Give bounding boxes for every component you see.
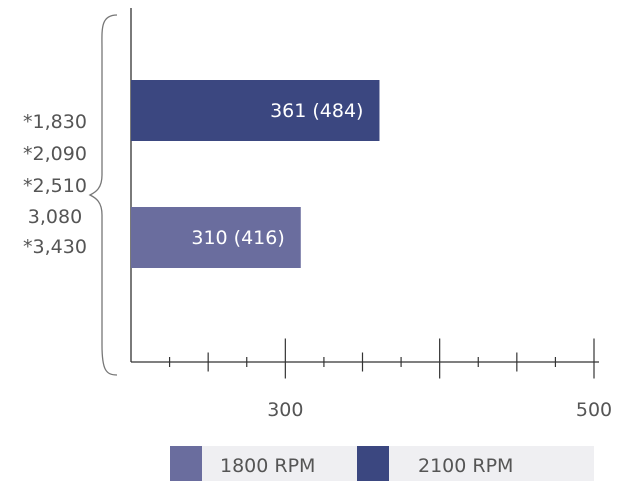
x-tick-label: 500 bbox=[576, 399, 612, 421]
x-tick-label: 300 bbox=[267, 399, 303, 421]
category-label: *2,510 bbox=[23, 175, 87, 197]
bar-1800-rpm bbox=[131, 207, 301, 268]
legend-label-2100-rpm: 2100 RPM bbox=[418, 455, 513, 477]
legend-swatch-2100-rpm bbox=[357, 446, 389, 481]
category-brace bbox=[88, 14, 118, 376]
category-label: *2,090 bbox=[23, 143, 87, 165]
bar-1800-rpm-value-label: 310 (416) bbox=[191, 227, 284, 249]
legend-swatch-1800-rpm bbox=[170, 446, 202, 481]
category-label: *3,430 bbox=[23, 236, 87, 258]
bar-2100-rpm bbox=[131, 80, 380, 141]
category-label: *1,830 bbox=[23, 111, 87, 133]
bar-2100-rpm-value-label: 361 (484) bbox=[270, 100, 363, 122]
category-label: 3,080 bbox=[28, 206, 82, 228]
legend-label-1800-rpm: 1800 RPM bbox=[220, 455, 315, 477]
